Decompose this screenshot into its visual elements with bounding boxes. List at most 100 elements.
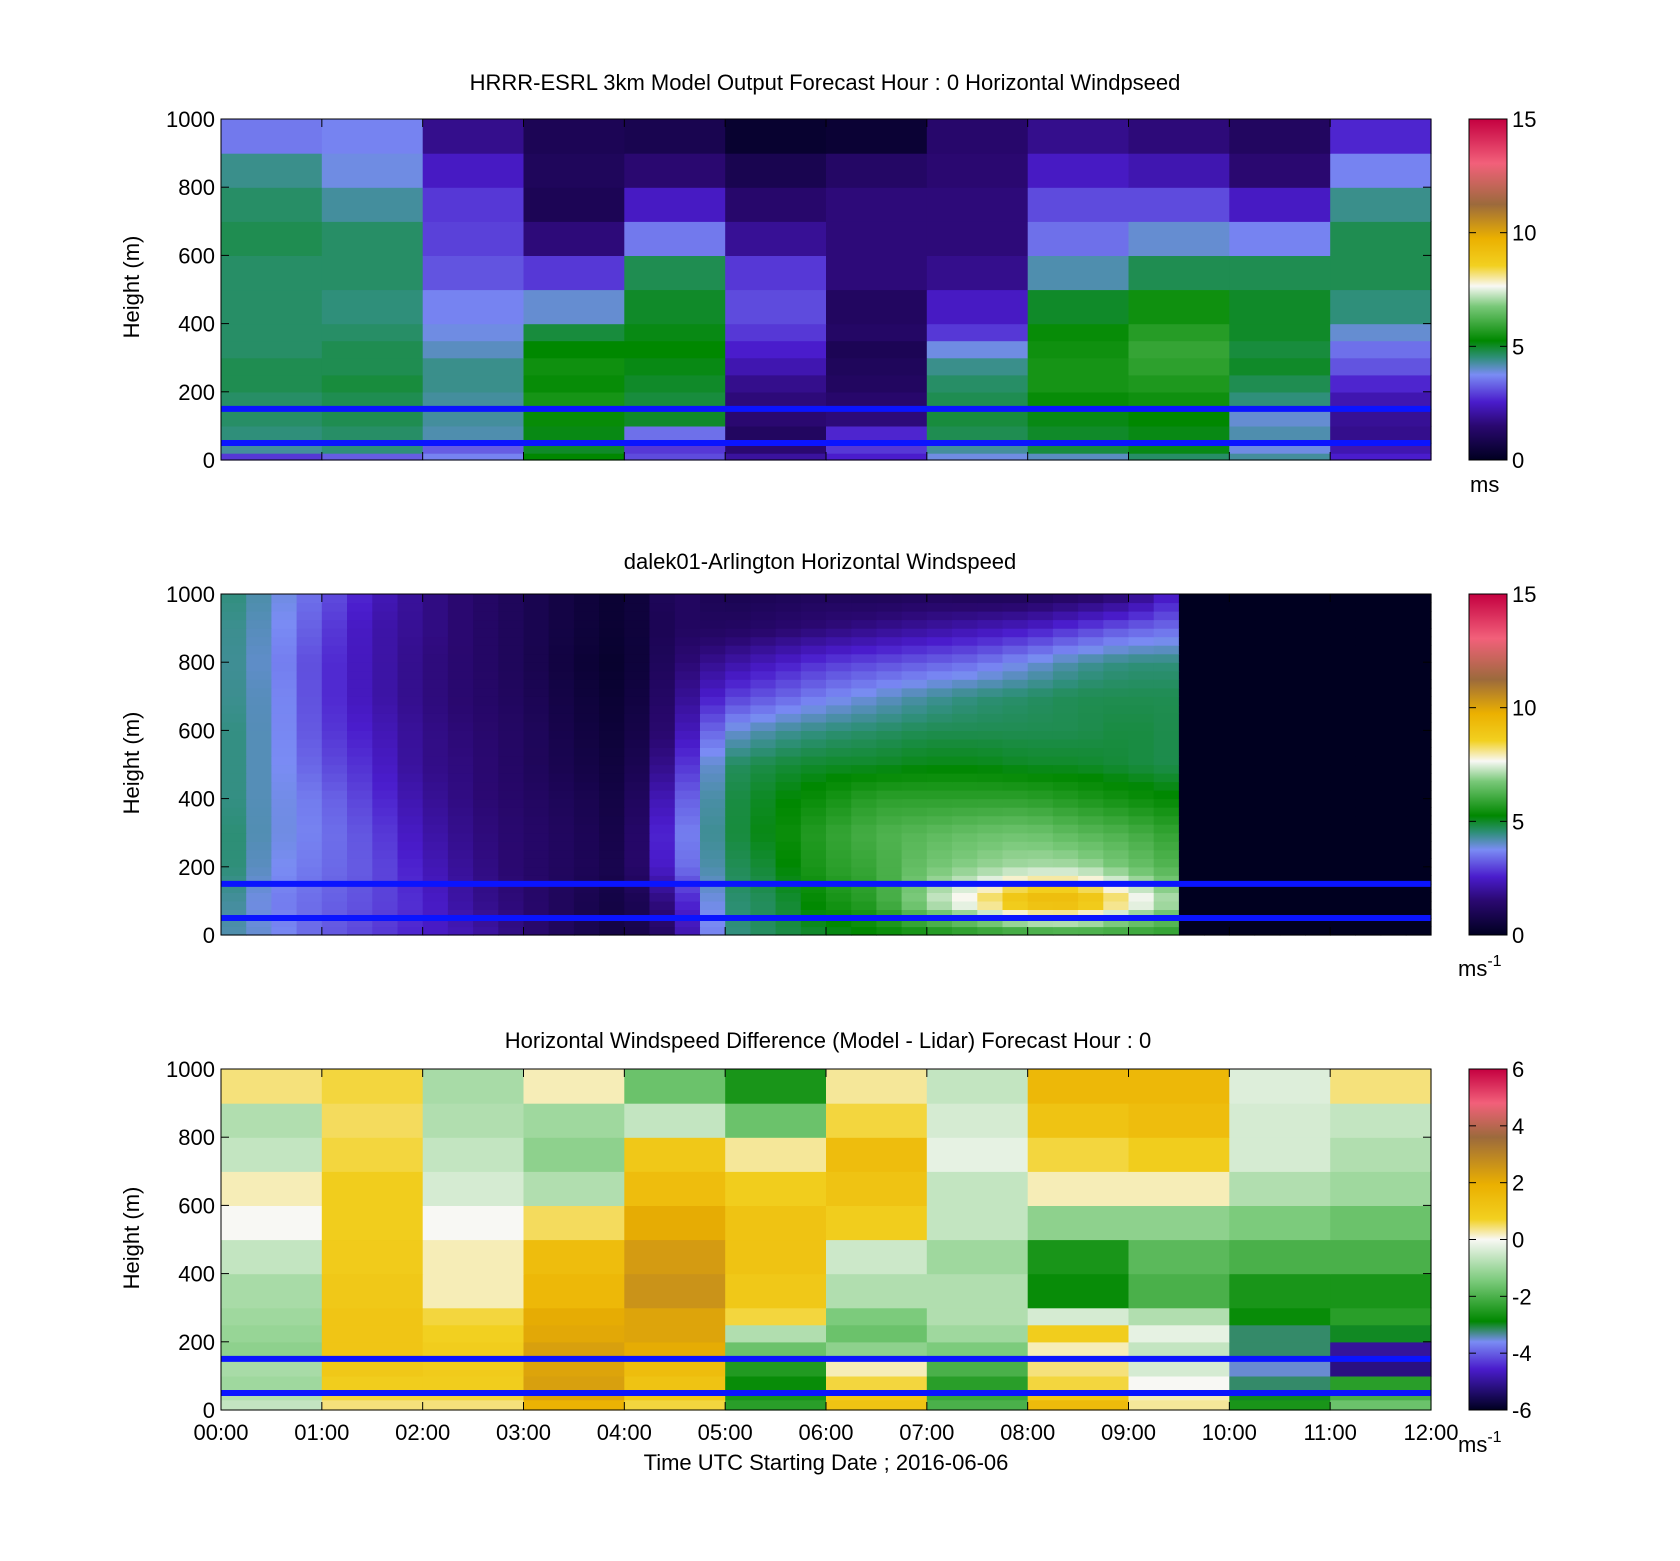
heatmap-cell (1153, 900, 1180, 910)
heatmap-cell (851, 713, 877, 723)
heatmap-cell (1380, 798, 1407, 808)
heatmap-cell (523, 798, 550, 808)
heatmap-cell (826, 730, 852, 740)
heatmap-cell (1027, 453, 1130, 461)
heatmap-cell (1052, 781, 1079, 791)
heatmap-cell (926, 374, 1029, 393)
colorbar-tick-label: 5 (1512, 809, 1524, 834)
heatmap-cell (221, 1399, 323, 1411)
heatmap-cell (447, 764, 474, 774)
heatmap-cell (1279, 756, 1306, 766)
heatmap-cell (725, 1171, 827, 1206)
heatmap-cell (876, 815, 903, 825)
heatmap-cell (624, 883, 651, 893)
heatmap-cell (271, 662, 298, 672)
heatmap-cell (901, 815, 928, 825)
heatmap-cell (851, 687, 877, 697)
heatmap-cell (649, 619, 676, 629)
heatmap-cell (498, 636, 525, 646)
x-tick-label: 00:00 (193, 1420, 248, 1445)
heatmap-cell (1204, 738, 1230, 748)
heatmap-cell (473, 832, 499, 842)
heatmap-cell (1128, 594, 1155, 604)
heatmap-cell (700, 679, 726, 689)
y-tick-label: 1000 (166, 1057, 215, 1082)
heatmap-cell (1002, 849, 1029, 859)
heatmap-cell (649, 858, 676, 868)
heatmap-cell (1229, 187, 1331, 222)
heatmap-cell (775, 926, 802, 936)
heatmap-cell (1178, 815, 1205, 825)
heatmap-cell (1330, 875, 1356, 885)
heatmap-cell (851, 704, 877, 714)
heatmap-cell (1254, 602, 1281, 612)
heatmap-cell (901, 926, 928, 936)
heatmap-cell (573, 645, 600, 655)
heatmap-cell (952, 662, 978, 672)
heatmap-cell (1204, 662, 1230, 672)
heatmap-cell (1078, 713, 1104, 723)
heatmap-cell (1330, 1307, 1432, 1326)
heatmap-cell (700, 662, 726, 672)
heatmap-cell (1254, 687, 1281, 697)
heatmap-cell (321, 653, 348, 663)
heatmap-cell (321, 900, 348, 910)
heatmap-cell (498, 738, 525, 748)
heatmap-cell (775, 670, 802, 680)
heatmap-cell (800, 713, 827, 723)
heatmap-cell (1279, 662, 1306, 672)
heatmap-cell (624, 408, 726, 427)
figure-xlabel: Time UTC Starting Date ; 2016-06-06 (644, 1450, 1009, 1475)
heatmap-cell (221, 662, 247, 672)
heatmap-cell (523, 425, 625, 444)
heatmap-cell (725, 653, 751, 663)
heatmap-cell (624, 594, 651, 604)
heatmap-cell (246, 628, 272, 638)
heatmap-cell (422, 1069, 525, 1104)
heatmap-cell (347, 849, 373, 859)
heatmap-cell (876, 824, 903, 834)
heatmap-cell (397, 798, 424, 808)
heatmap-cell (1103, 866, 1130, 876)
heatmap-cell (523, 662, 550, 672)
heatmap-cell (700, 875, 726, 885)
heatmap-cell (1128, 619, 1155, 629)
heatmap-cell (1405, 807, 1432, 817)
heatmap-cell (221, 858, 247, 868)
heatmap-cell (624, 1358, 726, 1377)
heatmap-cell (1178, 841, 1205, 851)
colorbar-tick-label: 10 (1512, 221, 1536, 246)
heatmap-cell (826, 670, 852, 680)
heatmap-cell (498, 824, 525, 834)
heatmap-cell (1355, 926, 1382, 936)
heatmap-cell (1052, 645, 1079, 655)
heatmap-cell (901, 636, 928, 646)
heatmap-cell (1405, 713, 1432, 723)
heatmap-cell (221, 875, 247, 885)
heatmap-cell (321, 636, 348, 646)
heatmap-cell (674, 824, 701, 834)
heatmap-cell (926, 790, 953, 800)
heatmap-cell (1330, 781, 1356, 791)
heatmap-cell (1229, 221, 1331, 256)
heatmap-cell (473, 918, 499, 928)
heatmap-cell (321, 670, 348, 680)
heatmap-cell (422, 636, 449, 646)
heatmap-cell (397, 738, 424, 748)
heatmap-cell (1204, 841, 1230, 851)
heatmap-cell (1128, 832, 1155, 842)
heatmap-cell (473, 704, 499, 714)
heatmap-cell (977, 824, 1004, 834)
heatmap-cell (1078, 815, 1104, 825)
heatmap-cell (1078, 875, 1104, 885)
heatmap-cell (447, 858, 474, 868)
heatmap-cell (1128, 790, 1155, 800)
heatmap-cell (1355, 883, 1382, 893)
heatmap-cell (599, 670, 625, 680)
heatmap-cell (372, 909, 399, 919)
heatmap-cell (926, 824, 953, 834)
heatmap-cell (523, 187, 625, 222)
heatmap-cell (1027, 858, 1054, 868)
heatmap-cell (473, 858, 499, 868)
heatmap-cell (700, 866, 726, 876)
